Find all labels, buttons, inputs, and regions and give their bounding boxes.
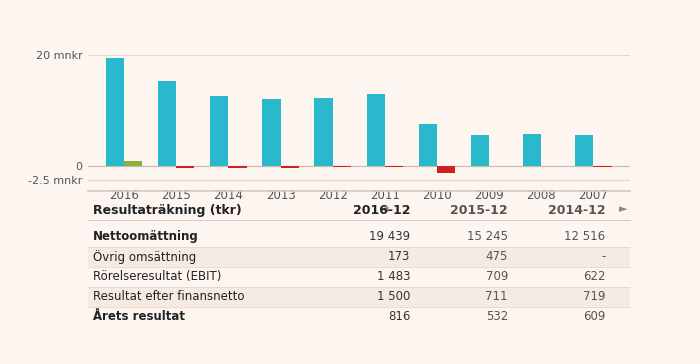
- Bar: [314, 98, 332, 166]
- Text: ►: ►: [619, 204, 628, 214]
- Bar: [124, 161, 142, 166]
- FancyBboxPatch shape: [88, 266, 630, 286]
- Bar: [262, 99, 281, 166]
- Bar: [228, 166, 246, 168]
- Bar: [437, 166, 455, 173]
- Text: 2014-12: 2014-12: [548, 204, 606, 217]
- Bar: [594, 166, 612, 167]
- Text: ◄: ◄: [380, 204, 389, 214]
- Text: 532: 532: [486, 310, 508, 323]
- Bar: [367, 94, 385, 166]
- FancyBboxPatch shape: [88, 246, 630, 266]
- Bar: [281, 166, 299, 168]
- Bar: [575, 135, 594, 166]
- Bar: [176, 166, 195, 167]
- Text: Övrig omsättning: Övrig omsättning: [93, 250, 196, 264]
- Bar: [332, 166, 351, 167]
- Text: Årets resultat: Årets resultat: [93, 310, 185, 323]
- Text: 475: 475: [486, 250, 508, 263]
- Bar: [419, 124, 437, 166]
- Bar: [471, 135, 489, 166]
- Text: 719: 719: [583, 290, 606, 303]
- Text: 709: 709: [486, 270, 508, 283]
- Text: 1 500: 1 500: [377, 290, 410, 303]
- Text: 15 245: 15 245: [467, 230, 508, 243]
- Text: Rörelseresultat (EBIT): Rörelseresultat (EBIT): [93, 270, 221, 283]
- Text: 711: 711: [485, 290, 508, 303]
- Text: 12 516: 12 516: [564, 230, 606, 243]
- Bar: [158, 81, 176, 166]
- Text: 2016-12: 2016-12: [353, 204, 410, 217]
- Bar: [210, 96, 228, 166]
- Text: 609: 609: [583, 310, 606, 323]
- Bar: [106, 58, 124, 166]
- FancyBboxPatch shape: [88, 286, 630, 306]
- FancyBboxPatch shape: [88, 306, 630, 327]
- Text: Nettoomättning: Nettoomättning: [93, 230, 199, 243]
- Text: 622: 622: [583, 270, 606, 283]
- Text: Resultat efter finansnetto: Resultat efter finansnetto: [93, 290, 244, 303]
- Text: -: -: [601, 250, 606, 263]
- Text: 173: 173: [388, 250, 410, 263]
- Text: 1 483: 1 483: [377, 270, 410, 283]
- Text: 816: 816: [388, 310, 410, 323]
- Text: 19 439: 19 439: [369, 230, 410, 243]
- FancyBboxPatch shape: [88, 226, 630, 246]
- Text: Resultaträkning (tkr): Resultaträkning (tkr): [93, 204, 242, 217]
- Text: 2015-12: 2015-12: [450, 204, 508, 217]
- Bar: [523, 134, 541, 166]
